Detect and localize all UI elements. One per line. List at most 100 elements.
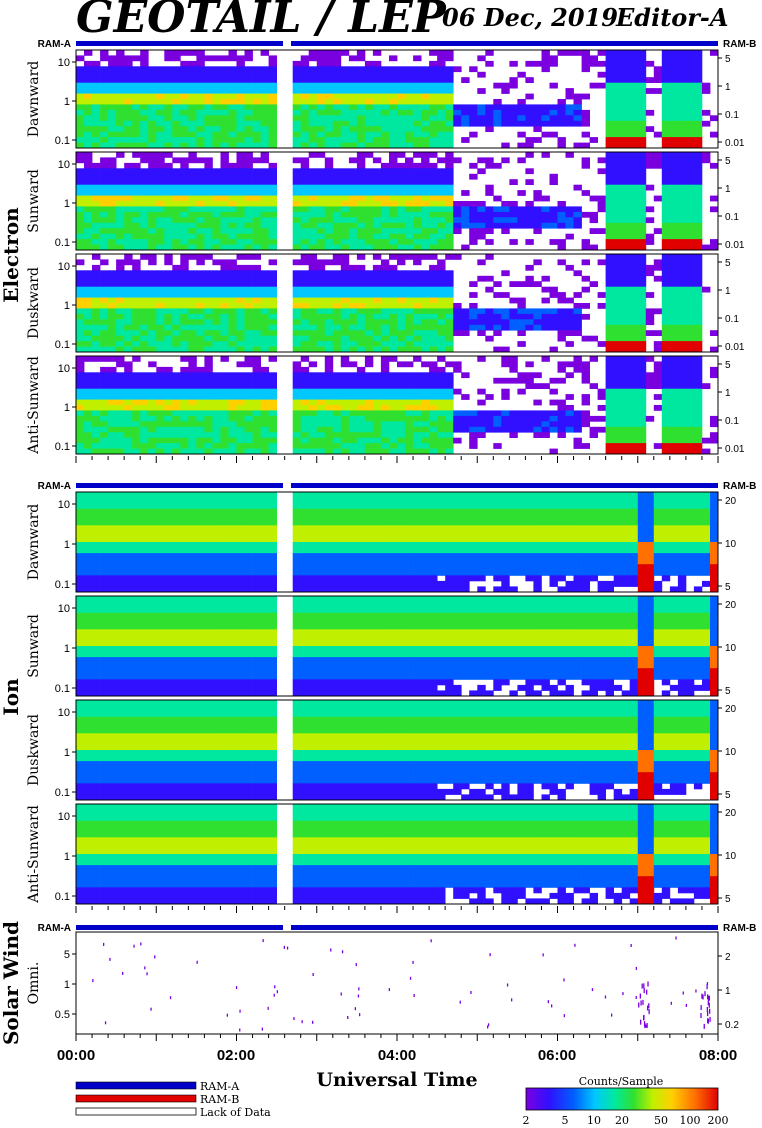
spectrogram-cell (637, 437, 647, 444)
spectrogram-cell (340, 217, 350, 224)
spectrogram-cell (605, 162, 614, 169)
spectrogram-cell (156, 341, 165, 347)
spectrogram-cell (308, 415, 318, 422)
spectrogram-cell (260, 564, 269, 571)
spectrogram-cell (164, 415, 173, 422)
spectrogram-cell (212, 383, 221, 389)
spectrogram-cell (669, 104, 679, 111)
spectrogram-cell (348, 82, 358, 89)
spectrogram-cell (477, 217, 486, 224)
spectrogram-cell (669, 55, 679, 62)
spectrogram-cell (332, 55, 342, 62)
spectrogram-cell (557, 211, 566, 218)
spectrogram-cell (300, 553, 310, 560)
spectrogram-cell (348, 443, 358, 449)
spectrogram-cell (653, 366, 663, 373)
spectrogram-cell (308, 152, 318, 158)
spectrogram-cell (196, 77, 205, 83)
spectrogram-cell (300, 426, 310, 433)
spectrogram-cell (661, 126, 671, 132)
spectrogram-cell (364, 152, 374, 158)
spectrogram-cell (445, 228, 454, 234)
spectrogram-cell (437, 443, 446, 449)
spectrogram-cell (621, 82, 631, 89)
spectrogram-cell (605, 131, 614, 138)
spectrogram-cell (140, 372, 149, 379)
spectrogram-cell (397, 137, 406, 143)
spectrogram-cell (509, 222, 518, 229)
spectrogram-cell (340, 281, 350, 287)
spectrogram-cell (76, 569, 85, 576)
spectrogram-cell (228, 580, 237, 587)
spectrogram-cell (613, 399, 623, 406)
spectrogram-cell (445, 410, 454, 417)
spectrogram-cell (389, 168, 398, 175)
spectrogram-cell (188, 99, 197, 105)
spectrogram-cell (549, 377, 558, 384)
spectrogram-cell (364, 190, 374, 196)
spectrogram-cell (132, 303, 141, 309)
spectrogram-cell (324, 503, 334, 510)
spectrogram-cell (356, 222, 366, 229)
spectrogram-cell (316, 421, 326, 428)
spectrogram-cell (364, 168, 374, 175)
spectrogram-cell (573, 50, 582, 56)
spectrogram-cell (140, 104, 149, 111)
spectrogram-cell (581, 366, 590, 373)
spectrogram-cell (260, 173, 269, 180)
spectrogram-cell (164, 152, 173, 158)
spectrogram-cell (605, 152, 614, 158)
spectrogram-cell (148, 558, 157, 565)
spectrogram-cell (710, 432, 719, 438)
spectrogram-cell (196, 388, 205, 395)
spectrogram-cell (637, 426, 647, 433)
spectrogram-cell (693, 270, 703, 277)
spectrogram-cell (380, 432, 390, 438)
spectrogram-cell (693, 394, 703, 400)
spectrogram-cell (292, 564, 302, 571)
spectrogram-cell (308, 383, 318, 389)
spectrogram-cell (164, 259, 173, 266)
spectrogram-cell (613, 264, 623, 271)
spectrogram-cell (172, 99, 181, 105)
spectrogram-cell (389, 421, 398, 428)
spectrogram-cell (180, 104, 189, 111)
spectrogram-cell (364, 437, 374, 444)
spectrogram-cell (437, 388, 446, 395)
spectrogram-cell (132, 259, 141, 266)
spectrogram-cell (228, 168, 237, 175)
spectrogram-cell (621, 88, 631, 94)
spectrogram-cell (364, 82, 374, 89)
spectrogram-cell (132, 415, 141, 422)
spectrogram-cell (268, 530, 277, 537)
spectrogram-cell (76, 421, 85, 428)
spectrogram-cell (236, 514, 245, 521)
spectrogram-cell (469, 281, 478, 287)
spectrogram-cell (300, 99, 310, 105)
spectrogram-cell (84, 179, 93, 185)
spectrogram-cell (533, 281, 542, 287)
spectrogram-cell (148, 173, 157, 180)
spectrogram-cell (236, 324, 245, 331)
spectrogram-cell (621, 152, 631, 158)
spectrogram-cell (485, 222, 494, 229)
spectrogram-cell (340, 228, 350, 234)
spectrogram-cell (92, 330, 101, 336)
spectrogram-cell (132, 547, 141, 554)
spectrogram-cell (172, 137, 181, 143)
spectrogram-cell (116, 346, 125, 353)
spectrogram-cell (421, 254, 430, 260)
spectrogram-cell (421, 137, 430, 143)
spectrogram-cell (140, 77, 149, 83)
spectrogram-cell (308, 211, 318, 218)
spectrogram-cell (669, 346, 679, 353)
spectrogram-cell (132, 308, 141, 315)
spectrogram-cell (348, 131, 358, 138)
spectrogram-cell (300, 233, 310, 240)
spectrogram-cell (324, 341, 334, 347)
spectrogram-cell (637, 82, 647, 89)
spectrogram-cell (188, 71, 197, 78)
spectrogram-cell (236, 99, 245, 105)
spectrogram-cell (164, 492, 173, 498)
